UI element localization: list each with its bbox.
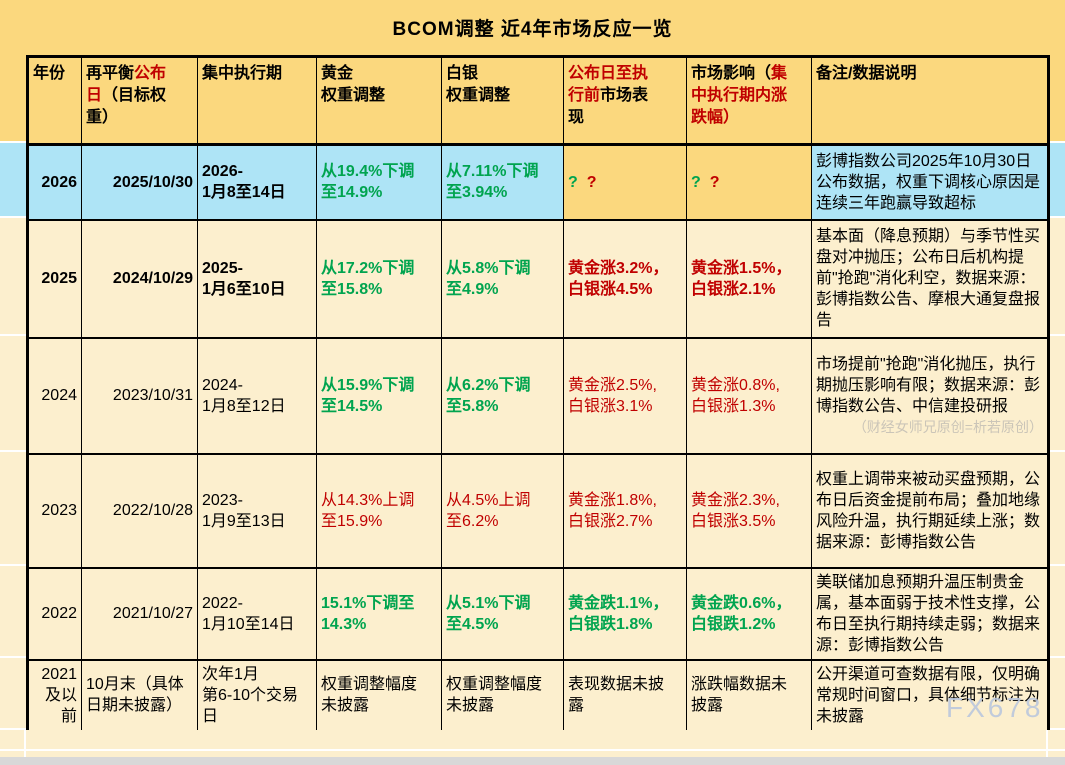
note-text: 市场提前"抢跑"消化抛压，执行期抛压影响有限；数据来源：彭博指数公告、中信建投研…: [816, 355, 1041, 415]
cell-silver-weight: 从4.5%上调 至6.2%: [441, 452, 564, 569]
strip-segment: [0, 336, 26, 452]
cell-gold-weight: 权重调整幅度 未披露: [316, 658, 442, 733]
cell-market-impact: 涨跌幅数据未 披露: [686, 658, 812, 733]
cell-market-impact: 黄金涨1.5%， 白银涨2.1%: [686, 218, 812, 339]
strip-segment: [1047, 55, 1065, 143]
cell-gold-weight: 15.1%下调至 14.3%: [316, 566, 442, 661]
strip-segment: [1047, 452, 1065, 566]
col-header-announce-date: 再平衡公布 日（目标权 重）: [81, 55, 198, 146]
strip-segment: [1047, 336, 1065, 452]
cell-year: 2022: [27, 566, 82, 661]
cell-pre-execution-performance: 表现数据未披 露: [563, 658, 687, 733]
cell-announce-date: 2025/10/30: [81, 143, 198, 221]
strip-segment: [0, 143, 26, 218]
cell-execution-window: 2024- 1月8至12日: [197, 336, 317, 455]
cell-announce-date: 2022/10/28: [81, 452, 198, 569]
cell-notes: 基本面（降息预期）与季节性买盘对冲抛压；公布日后机构提前"抢跑"消化利空，数据来…: [811, 218, 1049, 339]
strip-segment: [1047, 658, 1065, 730]
table-row-2023: 2023 2022/10/28 2023- 1月9至13日 从14.3%上调 至…: [27, 452, 1049, 569]
col-header-year: 年份: [27, 55, 82, 146]
cell-announce-date: 2024/10/29: [81, 218, 198, 339]
cell-year: 2025: [27, 218, 82, 339]
cell-announce-date: 2023/10/31: [81, 336, 198, 455]
col-header-pre-execution-performance: 公布日至执 行前市场表 现: [563, 55, 687, 146]
question-mark-red: ?: [709, 173, 720, 191]
cell-silver-weight: 权重调整幅度 未披露: [441, 658, 564, 733]
table-row-2021-and-before: 2021 及以 前 10月末（具体 日期未披露） 次年1月 第6-10个交易 日…: [27, 658, 1049, 733]
cell-market-impact: 黄金涨0.8%, 白银涨1.3%: [686, 336, 812, 455]
table-row-2026: 2026 2025/10/30 2026- 1月8至14日 从19.4%下调 至…: [27, 143, 1049, 221]
cell-announce-date: 10月末（具体 日期未披露）: [81, 658, 198, 733]
cell-notes: 彭博指数公司2025年10月30日公布数据，权重下调核心原因是连续三年跑赢导致超…: [811, 143, 1049, 221]
strip-segment: [1047, 143, 1065, 218]
strip-segment: [0, 452, 26, 566]
bottom-gray-edge: [0, 757, 1065, 765]
cell-gold-weight: 从15.9%下调 至14.5%: [316, 336, 442, 455]
header-row: 年份 再平衡公布 日（目标权 重） 集中执行期 黄金 权重调整 白银 权重调整 …: [27, 55, 1049, 146]
col-header-gold-weight: 黄金 权重调整: [316, 55, 442, 146]
cell-silver-weight: 从6.2%下调 至5.8%: [441, 336, 564, 455]
cell-notes: 公开渠道可查数据有限，仅明确常规时间窗口，具体细节标注为未披露: [811, 658, 1049, 733]
fx678-watermark: FX678: [946, 692, 1044, 723]
cell-market-impact: ??: [686, 143, 812, 221]
right-margin-strip: [1047, 55, 1065, 730]
cell-execution-window: 次年1月 第6-10个交易 日: [197, 658, 317, 733]
cell-execution-window: 2022- 1月10至14日: [197, 566, 317, 661]
cell-gold-weight: 从14.3%上调 至15.9%: [316, 452, 442, 569]
cell-silver-weight: 从7.11%下调 至3.94%: [441, 143, 564, 221]
cell-year: 2026: [27, 143, 82, 221]
cell-gold-weight: 从19.4%下调 至14.9%: [316, 143, 442, 221]
cell-pre-execution-performance: 黄金涨3.2%， 白银涨4.5%: [563, 218, 687, 339]
question-mark-green: ?: [568, 173, 578, 191]
table-row-2025: 2025 2024/10/29 2025- 1月6至10日 从17.2%下调 至…: [27, 218, 1049, 339]
cell-pre-execution-performance: 黄金涨1.8%, 白银涨2.7%: [563, 452, 687, 569]
cell-notes: 美联储加息预期升温压制贵金属，基本面弱于技术性支撑，公布日至执行期持续走弱；数据…: [811, 566, 1049, 661]
strip-segment: [1047, 218, 1065, 336]
question-mark-red: ?: [586, 173, 597, 191]
cell-year: 2023: [27, 452, 82, 569]
strip-segment: [0, 566, 26, 658]
bcom-market-reaction-table: 年份 再平衡公布 日（目标权 重） 集中执行期 黄金 权重调整 白银 权重调整 …: [26, 55, 1050, 733]
cell-silver-weight: 从5.1%下调 至4.5%: [441, 566, 564, 661]
strip-segment: [0, 55, 26, 143]
cell-execution-window: 2023- 1月9至13日: [197, 452, 317, 569]
table-row-2022: 2022 2021/10/27 2022- 1月10至14日 15.1%下调至 …: [27, 566, 1049, 661]
strip-segment: [0, 218, 26, 336]
bottom-margin-band: [0, 730, 1065, 765]
inline-watermark: （财经女师兄原创=析若原创）: [852, 418, 1043, 435]
question-mark-green: ?: [691, 173, 701, 191]
col-header-silver-weight: 白银 权重调整: [441, 55, 564, 146]
cell-market-impact: 黄金跌0.6%， 白银跌1.2%: [686, 566, 812, 661]
strip-segment: [0, 658, 26, 730]
strip-segment: [1047, 566, 1065, 658]
cell-market-impact: 黄金涨2.3%, 白银涨3.5%: [686, 452, 812, 569]
cell-year: 2021 及以 前: [27, 658, 82, 733]
cell-pre-execution-performance: ??: [563, 143, 687, 221]
gridline: [24, 730, 26, 757]
gridline: [1046, 730, 1048, 757]
cell-gold-weight: 从17.2%下调 至15.8%: [316, 218, 442, 339]
cell-pre-execution-performance: 黄金涨2.5%, 白银涨3.1%: [563, 336, 687, 455]
cell-announce-date: 2021/10/27: [81, 566, 198, 661]
cell-year: 2024: [27, 336, 82, 455]
cell-execution-window: 2025- 1月6至10日: [197, 218, 317, 339]
left-margin-strip: [0, 55, 26, 730]
cell-execution-window: 2026- 1月8至14日: [197, 143, 317, 221]
cell-pre-execution-performance: 黄金跌1.1%， 白银跌1.8%: [563, 566, 687, 661]
cell-notes: 市场提前"抢跑"消化抛压，执行期抛压影响有限；数据来源：彭博指数公告、中信建投研…: [811, 336, 1049, 455]
table-row-2024: 2024 2023/10/31 2024- 1月8至12日 从15.9%下调 至…: [27, 336, 1049, 455]
cell-silver-weight: 从5.8%下调 至4.9%: [441, 218, 564, 339]
gridline: [0, 749, 1065, 751]
col-header-execution-window: 集中执行期: [197, 55, 317, 146]
col-header-notes: 备注/数据说明: [811, 55, 1049, 146]
col-header-market-impact: 市场影响（集 中执行期内涨 跌幅）: [686, 55, 812, 146]
page-title: BCOM调整 近4年市场反应一览: [0, 0, 1065, 55]
cell-notes: 权重上调带来被动买盘预期，公布日后资金提前布局；叠加地缘风险升温，执行期延续上涨…: [811, 452, 1049, 569]
